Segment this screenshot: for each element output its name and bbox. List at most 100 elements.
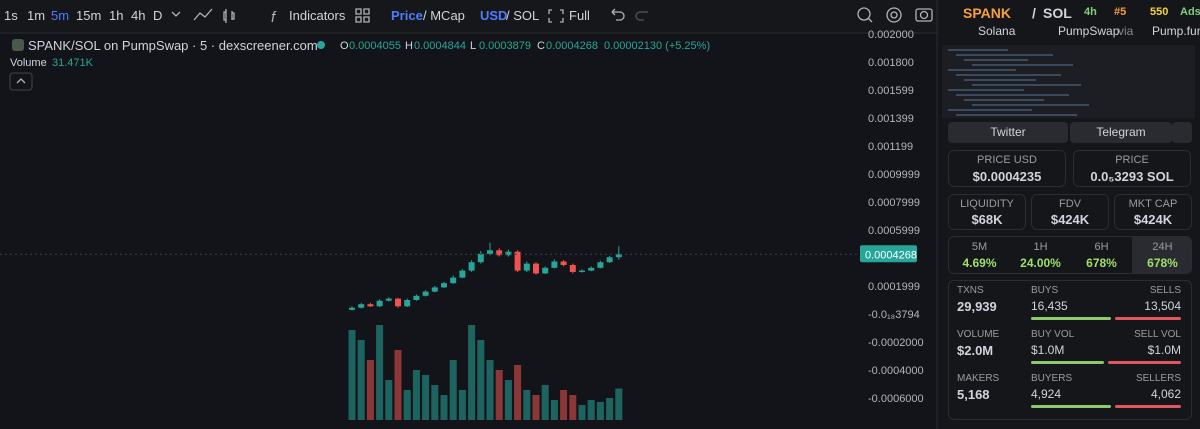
toolbar-bg (0, 0, 938, 33)
interval-button[interactable]: 1s (4, 8, 18, 23)
volume-bar (357, 340, 365, 420)
metric-label: FDV (1059, 198, 1081, 210)
candle-body (588, 267, 595, 271)
code-line (972, 84, 1081, 86)
y-tick-label: -0.0006000 (868, 393, 924, 405)
stat-label: VOLUME (957, 329, 1000, 340)
ohlc-key: H (405, 40, 413, 52)
volume-bar (504, 380, 512, 420)
candle-body (551, 261, 558, 268)
volume-bar (523, 390, 531, 420)
change-value: 678% (1147, 256, 1178, 270)
change-period: 6H (1094, 241, 1109, 253)
candle-body (615, 254, 622, 258)
code-thumbnail (942, 45, 1195, 118)
rank: #5 (1114, 6, 1127, 18)
ohlc-key: O (340, 40, 349, 52)
token-icon (12, 39, 24, 51)
volume-bar (376, 325, 384, 420)
fx-icon: f (271, 9, 277, 26)
volume-legend-value: 31.471K (52, 57, 93, 69)
candle-body (468, 262, 475, 271)
stat-label: TXNS (957, 285, 984, 296)
stat-right: 4,062 (1150, 387, 1181, 401)
timeframe: 4h (1084, 6, 1097, 18)
buy-bar (1031, 405, 1112, 408)
y-tick-label: 0.001599 (868, 85, 914, 97)
interval-button[interactable]: D (153, 8, 163, 23)
change-cell[interactable]: 24H 678% (1132, 237, 1191, 273)
code-line (948, 109, 1032, 111)
volume-bar (569, 395, 577, 420)
volume-bar (578, 405, 586, 420)
change-cell[interactable]: 5M 4.69% (949, 237, 1010, 273)
price-value: 0.0₅3293 SOL (1090, 169, 1174, 184)
stat-right-label: SELLERS (1135, 373, 1181, 384)
link-button[interactable]: Telegram (1070, 122, 1172, 143)
change-period: 5M (971, 241, 988, 253)
interval-button[interactable]: 5m (51, 8, 70, 23)
candle-body (496, 250, 503, 256)
code-line (956, 114, 1077, 116)
via: via (1118, 24, 1134, 38)
interval-button[interactable]: 1h (109, 8, 124, 23)
change-value: 678% (1086, 256, 1117, 270)
code-line (956, 74, 1061, 76)
indicators-button[interactable]: Indicators (289, 8, 346, 23)
ohlc-value: 0.0004055 (349, 40, 401, 52)
sol-toggle[interactable]: / SOL (506, 8, 540, 23)
volume-bar (468, 325, 476, 420)
price-toggle[interactable]: Price (391, 8, 423, 23)
candle-body (431, 287, 438, 292)
interval-button[interactable]: 1m (27, 8, 46, 23)
volume-bar (514, 365, 522, 420)
usd-toggle[interactable]: USD (480, 8, 508, 23)
candle-body (367, 304, 374, 307)
code-line (972, 64, 1073, 66)
buy-bar (1031, 317, 1112, 320)
ohlc-key: C (537, 40, 545, 52)
price-box: PRICE USD $0.0004235 (948, 150, 1066, 187)
change-cell[interactable]: 6H 678% (1071, 237, 1132, 273)
candle-body (542, 267, 549, 274)
volume-bar (550, 400, 558, 420)
info-panel: SPANK / SOL 4h #5 550 Ads Solana PumpSwap via Pump… (938, 0, 1200, 429)
candle-body (569, 265, 576, 273)
code-line (948, 69, 1016, 71)
candle-body (579, 270, 585, 273)
y-tick-label: 0.001199 (868, 141, 913, 153)
metric-label: LIQUIDITY (960, 198, 1014, 210)
ohlc-value: 0.0004268 (546, 40, 598, 52)
candle-body (413, 295, 420, 301)
interval-button[interactable]: 4h (131, 8, 146, 23)
change-value: 0.00002130 (+5.25%) (604, 40, 711, 52)
price-label: PRICE USD (977, 154, 1037, 166)
links-more[interactable] (1172, 122, 1192, 143)
stat-left-label: BUYERS (1031, 373, 1073, 384)
candle-body (597, 262, 604, 268)
stat-value: 29,939 (957, 299, 997, 314)
code-line (956, 94, 1069, 96)
stat-value: 5,168 (957, 387, 990, 402)
candle-body (560, 261, 567, 266)
y-tick-label: 0.001800 (868, 57, 914, 69)
metric-box: FDV $424K (1031, 194, 1109, 230)
change-cell[interactable]: 1H 24.00% (1010, 237, 1071, 273)
full-button[interactable]: Full (569, 8, 590, 23)
interval-button[interactable]: 15m (76, 8, 102, 23)
stat-left-label: BUY VOL (1031, 329, 1075, 340)
token-quote: SOL (1043, 5, 1072, 21)
link-button[interactable]: Twitter (948, 122, 1068, 143)
mcap-toggle[interactable]: / MCap (423, 8, 465, 23)
code-line (948, 49, 1008, 51)
candle-body (505, 251, 512, 256)
stat-right-label: SELL VOL (1134, 329, 1181, 340)
volume-bar (532, 395, 540, 420)
volume-bar (587, 400, 595, 420)
sell-bar (1115, 317, 1181, 320)
last-price-tag-bg (860, 245, 917, 263)
code-line (964, 59, 1028, 61)
change-value: 24.00% (1020, 256, 1061, 270)
candle-body (459, 270, 466, 278)
